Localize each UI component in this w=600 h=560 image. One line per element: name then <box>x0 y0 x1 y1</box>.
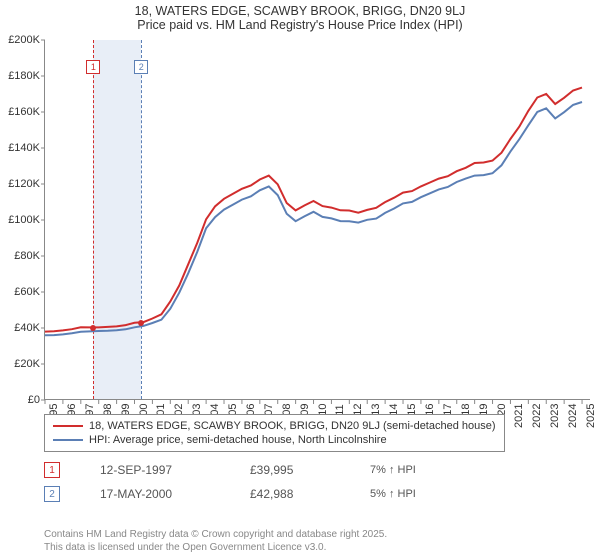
sales-row: 1 12-SEP-1997 £39,995 7% ↑ HPI <box>44 458 416 482</box>
y-tick-label: £140K <box>8 142 40 154</box>
chart-subtitle: Price paid vs. HM Land Registry's House … <box>0 18 600 32</box>
legend-item: 18, WATERS EDGE, SCAWBY BROOK, BRIGG, DN… <box>53 419 496 433</box>
series-property <box>45 88 582 332</box>
sales-row-price: £39,995 <box>250 463 330 477</box>
sale-dot <box>138 320 144 326</box>
legend-label: HPI: Average price, semi-detached house,… <box>89 434 387 446</box>
sales-row-price: £42,988 <box>250 487 330 501</box>
sales-row: 2 17-MAY-2000 £42,988 5% ↑ HPI <box>44 482 416 506</box>
sales-row-date: 17-MAY-2000 <box>100 487 210 501</box>
footer-line-2: This data is licensed under the Open Gov… <box>44 541 387 554</box>
x-tick-label: 2024 <box>567 404 579 428</box>
sales-table: 1 12-SEP-1997 £39,995 7% ↑ HPI 2 17-MAY-2000 £… <box>44 458 416 506</box>
plot-area: 12 <box>44 40 590 400</box>
sale-badge: 1 <box>86 60 100 74</box>
footer-line-1: Contains HM Land Registry data © Crown c… <box>44 528 387 541</box>
chart-container: 18, WATERS EDGE, SCAWBY BROOK, BRIGG, DN… <box>0 0 600 560</box>
y-tick-label: £20K <box>14 358 40 370</box>
sales-row-hpi-diff: 5% ↑ HPI <box>370 488 416 500</box>
legend-swatch <box>53 425 83 427</box>
sales-row-marker: 2 <box>44 486 60 502</box>
x-tick-label: 2021 <box>513 404 525 428</box>
sale-badge: 2 <box>134 60 148 74</box>
y-tick-label: £200K <box>8 34 40 46</box>
legend-item: HPI: Average price, semi-detached house,… <box>53 433 496 447</box>
y-tick-label: £60K <box>14 286 40 298</box>
plot-svg <box>45 40 591 400</box>
title-block: 18, WATERS EDGE, SCAWBY BROOK, BRIGG, DN… <box>0 0 600 34</box>
y-tick-label: £120K <box>8 178 40 190</box>
sales-row-marker: 1 <box>44 462 60 478</box>
y-tick-label: £160K <box>8 106 40 118</box>
sales-row-hpi-diff: 7% ↑ HPI <box>370 464 416 476</box>
attribution-footer: Contains HM Land Registry data © Crown c… <box>44 528 387 554</box>
y-tick-label: £80K <box>14 250 40 262</box>
sale-dot <box>90 325 96 331</box>
y-tick-label: £0 <box>28 394 40 406</box>
x-tick-label: 2025 <box>585 404 597 428</box>
legend: 18, WATERS EDGE, SCAWBY BROOK, BRIGG, DN… <box>44 414 505 452</box>
legend-swatch <box>53 439 83 441</box>
legend-label: 18, WATERS EDGE, SCAWBY BROOK, BRIGG, DN… <box>89 420 496 432</box>
chart-title: 18, WATERS EDGE, SCAWBY BROOK, BRIGG, DN… <box>0 4 600 18</box>
y-tick-label: £100K <box>8 214 40 226</box>
x-tick-label: 2022 <box>531 404 543 428</box>
sales-row-date: 12-SEP-1997 <box>100 463 210 477</box>
x-tick-label: 2023 <box>549 404 561 428</box>
y-tick-label: £180K <box>8 70 40 82</box>
y-tick-label: £40K <box>14 322 40 334</box>
series-hpi <box>45 102 582 335</box>
